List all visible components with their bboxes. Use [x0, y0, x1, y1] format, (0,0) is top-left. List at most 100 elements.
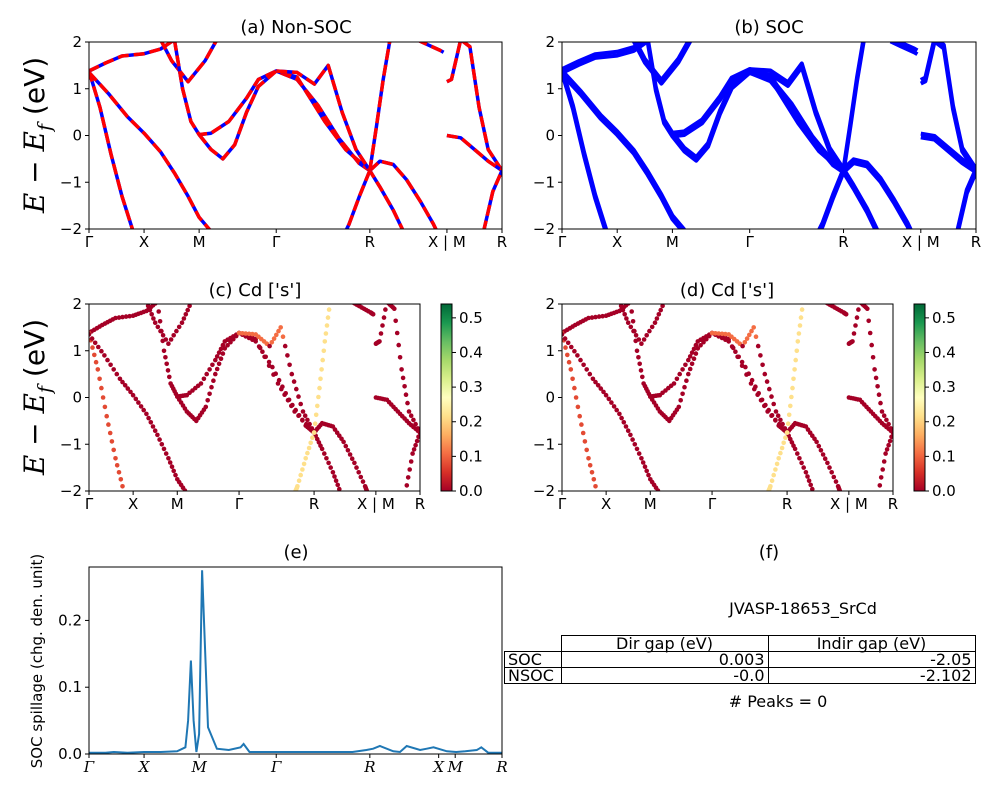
- projected-point: [575, 353, 580, 358]
- projected-point: [307, 421, 312, 427]
- projected-point: [323, 331, 329, 336]
- projected-point: [869, 342, 874, 348]
- projected-point: [403, 392, 409, 398]
- x-tick-label: Γ: [270, 758, 282, 776]
- projected-point: [777, 421, 782, 427]
- projected-point: [298, 472, 304, 478]
- x-tick-label: R: [363, 758, 375, 776]
- projected-point: [876, 392, 882, 398]
- projected-point: [289, 403, 294, 409]
- panel-e-ylabel: SOC spillage (chg. den. unit): [28, 554, 46, 769]
- projected-point: [216, 350, 222, 355]
- panel-d-colorbar: [913, 303, 926, 492]
- projected-point: [744, 372, 749, 377]
- projected-point: [691, 356, 697, 362]
- projected-point: [167, 460, 173, 465]
- x-tick-label: R: [497, 233, 507, 251]
- projected-point: [562, 336, 568, 341]
- projected-point: [656, 312, 662, 317]
- projected-point: [228, 339, 233, 345]
- y-tick-label: 1: [72, 80, 82, 98]
- projected-point: [111, 367, 116, 372]
- projected-point: [406, 409, 412, 414]
- plot-frame: [88, 303, 421, 492]
- projected-point: [686, 357, 691, 363]
- table-row: NSOC -0.0 -2.102: [504, 667, 976, 684]
- y-tick-label: 2: [72, 33, 82, 51]
- projected-point: [285, 353, 290, 358]
- material-id: JVASP-18653_SrCd: [728, 599, 877, 619]
- colorbar-tick-label: 0.1: [932, 447, 956, 465]
- projected-point: [330, 470, 336, 475]
- peaks-count: # Peaks = 0: [729, 692, 828, 711]
- projected-point: [113, 456, 118, 461]
- projected-point: [833, 479, 839, 484]
- band-line-dashed: [368, 159, 438, 229]
- projected-point: [114, 371, 120, 377]
- panel-c-colorbar: [440, 303, 453, 492]
- projected-point: [332, 474, 337, 479]
- projected-point: [822, 299, 827, 304]
- projected-point: [104, 413, 109, 419]
- projected-point: [403, 491, 408, 496]
- x-tick-label: X: [601, 495, 611, 513]
- projected-point: [185, 491, 190, 496]
- projected-point: [767, 386, 772, 392]
- projected-point: [102, 404, 108, 410]
- projected-point: [218, 346, 224, 352]
- projected-point: [262, 354, 267, 360]
- projected-point: [311, 430, 317, 435]
- projected-point: [858, 299, 863, 304]
- projected-point: [638, 368, 644, 373]
- projected-point: [578, 357, 583, 363]
- projected-point: [793, 357, 798, 363]
- projected-point: [595, 491, 600, 496]
- projected-point: [596, 314, 602, 319]
- x-tick-label: Γ: [85, 233, 94, 251]
- projected-point: [584, 367, 589, 372]
- projected-point: [166, 341, 171, 347]
- x-tick-label: X: [612, 233, 622, 251]
- projected-point: [805, 474, 810, 479]
- x-tick-label: Γ: [558, 233, 567, 251]
- projected-point: [611, 404, 617, 409]
- projected-point: [808, 482, 813, 488]
- projected-point: [764, 379, 770, 384]
- projected-point: [593, 484, 598, 489]
- projected-point: [716, 331, 721, 336]
- projected-point: [339, 491, 344, 496]
- projected-point: [762, 371, 768, 377]
- projected-point: [157, 437, 162, 442]
- projected-point: [151, 316, 156, 321]
- projected-point: [100, 395, 106, 400]
- y-tick-label: 0.1: [58, 678, 82, 696]
- projected-point: [365, 489, 370, 491]
- projected-point: [810, 486, 815, 491]
- band-line-dashed: [89, 71, 212, 229]
- projected-point: [97, 376, 102, 382]
- band-line: [562, 72, 607, 229]
- projected-point: [220, 351, 226, 356]
- y-tick-label: 0: [545, 127, 555, 145]
- projected-point: [211, 378, 216, 384]
- projected-point: [676, 404, 682, 410]
- projected-point: [614, 407, 619, 413]
- band-line-dashed: [446, 133, 502, 173]
- projected-point: [618, 304, 624, 309]
- projected-point: [740, 343, 745, 349]
- projected-point: [579, 422, 584, 427]
- band-line: [670, 67, 845, 171]
- projected-point: [634, 348, 640, 354]
- projected-point: [765, 491, 770, 496]
- projected-point: [792, 446, 798, 452]
- x-tick-label: R: [782, 495, 792, 513]
- projected-point: [865, 306, 870, 312]
- projected-point: [766, 489, 771, 491]
- projected-point: [127, 313, 132, 319]
- projected-point: [114, 463, 120, 468]
- band-line: [841, 42, 866, 173]
- projected-point: [90, 345, 95, 350]
- projected-point: [164, 361, 169, 367]
